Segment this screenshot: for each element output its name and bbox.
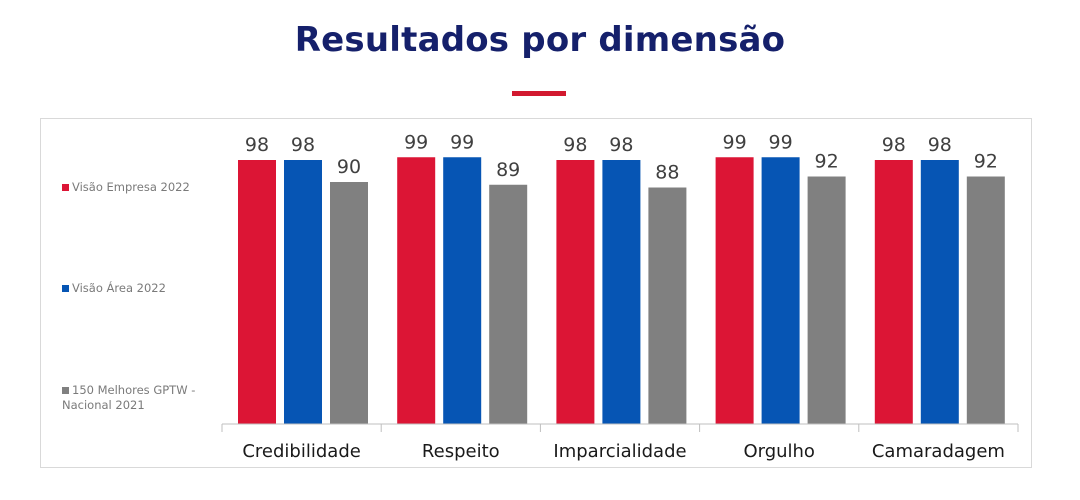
- page-title: Resultados por dimensão: [294, 20, 786, 60]
- bar-credibilidade-series-0: [238, 160, 276, 424]
- legend-label: Visão Área 2022: [72, 281, 166, 295]
- data-label: 98: [291, 134, 315, 156]
- data-label: 89: [496, 159, 520, 181]
- bar-respeito-series-2: [489, 184, 528, 424]
- legend-label: Visão Empresa 2022: [72, 180, 190, 194]
- legend-swatch-150-melhores: [62, 387, 69, 394]
- bar-credibilidade-series-1: [284, 160, 322, 424]
- bar-imparcialidade-series-1: [602, 160, 641, 424]
- data-label: 99: [769, 131, 793, 153]
- bar-orgulho-series-1: [761, 157, 800, 424]
- x-tick-label: Credibilidade: [242, 441, 360, 462]
- data-label: 98: [245, 134, 269, 156]
- chart-frame: [40, 118, 1032, 468]
- data-label: 98: [882, 134, 906, 156]
- data-label: 99: [723, 131, 747, 153]
- x-tick-label: Camaradagem: [872, 441, 1005, 462]
- data-label: 92: [815, 151, 839, 173]
- title-underline: [512, 91, 566, 96]
- bar-orgulho-series-2: [807, 176, 846, 424]
- bar-imparcialidade-series-2: [648, 187, 687, 424]
- legend-swatch-visao-empresa: [62, 184, 69, 191]
- bar-imparcialidade-series-0: [556, 160, 595, 424]
- legend-label: 150 Melhores GPTW - Nacional 2021: [62, 383, 196, 412]
- bar-camaradagem-series-0: [874, 160, 913, 424]
- data-label: 88: [655, 162, 679, 184]
- bar-respeito-series-0: [397, 157, 436, 424]
- data-label: 98: [563, 134, 587, 156]
- legend-item-visao-empresa: Visão Empresa 2022: [62, 180, 190, 195]
- bar-camaradagem-series-2: [966, 176, 1005, 424]
- legend-swatch-visao-area: [62, 285, 69, 292]
- x-tick-label: Respeito: [422, 441, 500, 462]
- data-label: 99: [450, 131, 474, 153]
- bar-camaradagem-series-1: [920, 160, 959, 424]
- data-label: 99: [404, 131, 428, 153]
- legend-item-visao-area: Visão Área 2022: [62, 281, 166, 296]
- data-label: 98: [928, 134, 952, 156]
- legend-item-150-melhores: 150 Melhores GPTW - Nacional 2021: [62, 383, 212, 413]
- x-tick-label: Imparcialidade: [553, 441, 686, 462]
- data-label: 98: [609, 134, 633, 156]
- x-tick-label: Orgulho: [743, 441, 815, 462]
- bar-orgulho-series-0: [715, 157, 754, 424]
- bar-credibilidade-series-2: [330, 182, 368, 424]
- bar-respeito-series-1: [443, 157, 482, 424]
- data-label: 92: [974, 151, 998, 173]
- data-label: 90: [337, 156, 361, 178]
